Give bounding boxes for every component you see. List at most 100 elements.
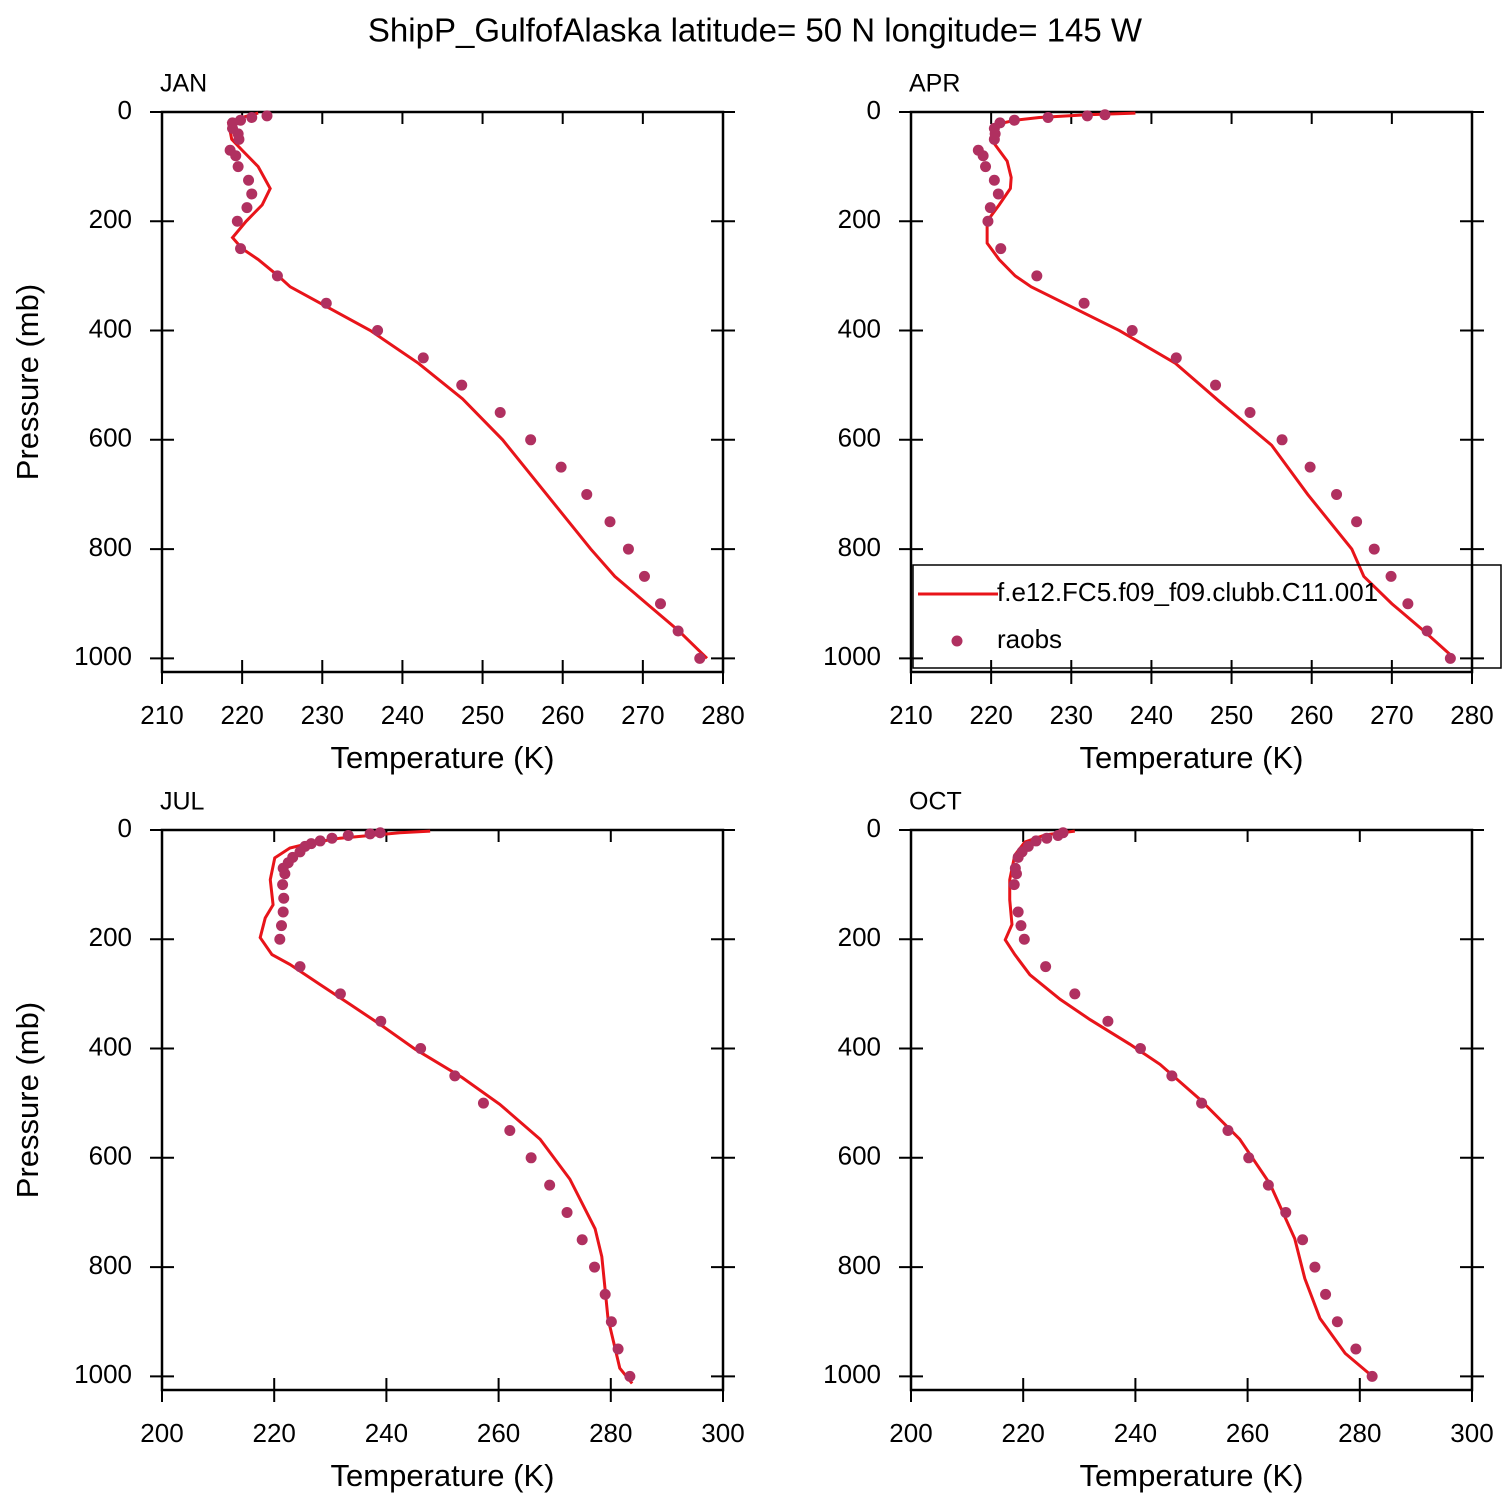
obs-point — [694, 652, 706, 664]
obs-point — [277, 879, 289, 891]
obs-point — [1196, 1097, 1208, 1109]
x-tick-label: 300 — [701, 1418, 744, 1448]
x-tick-label: 220 — [253, 1418, 296, 1448]
obs-point — [612, 1343, 624, 1355]
y-axis-label: Pressure (mb) — [10, 284, 45, 480]
obs-point — [374, 827, 386, 839]
obs-point — [261, 110, 273, 122]
obs-point — [246, 111, 258, 123]
obs-point — [1030, 835, 1042, 847]
obs-point — [1297, 1234, 1309, 1246]
obs-point — [1008, 879, 1020, 891]
obs-point — [1031, 270, 1043, 282]
panel-title: JAN — [160, 70, 207, 98]
obs-point — [277, 906, 289, 918]
y-tick-label: 1000 — [74, 641, 132, 671]
obs-point — [1052, 829, 1064, 841]
x-tick-label: 210 — [140, 700, 183, 730]
obs-point — [504, 1124, 516, 1136]
obs-point — [624, 1370, 636, 1382]
y-tick-label: 0 — [118, 95, 132, 125]
obs-point — [279, 868, 291, 880]
obs-point — [230, 150, 242, 162]
obs-point — [995, 243, 1007, 255]
x-tick-label: 230 — [301, 700, 344, 730]
y-tick-label: 200 — [838, 204, 881, 234]
obs-point — [1078, 297, 1090, 309]
plot-frame — [160, 110, 725, 674]
obs-point — [375, 1015, 387, 1027]
y-tick-label: 200 — [838, 922, 881, 952]
y-tick-label: 600 — [89, 423, 132, 453]
obs-point — [342, 829, 354, 841]
obs-point — [1351, 516, 1363, 528]
plot-frame — [160, 828, 725, 1392]
x-tick-label: 260 — [1226, 1418, 1269, 1448]
obs-point — [1170, 352, 1182, 364]
obs-point — [988, 133, 1000, 145]
figure-title: ShipP_GulfofAlaska latitude= 50 N longit… — [368, 12, 1143, 49]
obs-point — [1040, 961, 1052, 973]
y-tick-label: 400 — [838, 1031, 881, 1061]
x-tick-label: 210 — [889, 700, 932, 730]
x-tick-label: 220 — [1002, 1418, 1045, 1448]
x-tick-label: 260 — [1290, 700, 1333, 730]
obs-point — [622, 543, 634, 555]
panel-title: OCT — [909, 788, 962, 816]
obs-point — [638, 570, 650, 582]
obs-point — [544, 1179, 556, 1191]
obs-point — [1069, 988, 1081, 1000]
obs-point — [1012, 906, 1024, 918]
obs-point — [415, 1043, 427, 1055]
legend-label: f.e12.FC5.f09_f09.clubb.C11.001 — [997, 577, 1378, 607]
obs-point — [604, 516, 616, 528]
x-tick-label: 220 — [969, 700, 1012, 730]
x-tick-label: 270 — [1370, 700, 1413, 730]
legend-label: raobs — [997, 624, 1062, 654]
x-axis-label: Temperature (K) — [1080, 740, 1304, 775]
y-tick-label: 600 — [838, 1141, 881, 1171]
obs-point — [278, 892, 290, 904]
x-tick-label: 260 — [541, 700, 584, 730]
x-tick-label: 240 — [365, 1418, 408, 1448]
y-tick-label: 0 — [118, 813, 132, 843]
y-tick-label: 800 — [838, 532, 881, 562]
obs-point — [1041, 832, 1053, 844]
obs-point — [1331, 488, 1343, 500]
y-tick-label: 200 — [89, 204, 132, 234]
x-axis-label: Temperature (K) — [331, 1458, 555, 1493]
obs-point — [1276, 434, 1288, 446]
obs-point — [334, 988, 346, 1000]
obs-point — [555, 461, 567, 473]
legend-box — [912, 564, 1502, 669]
obs-point — [320, 297, 332, 309]
obs-point — [246, 188, 258, 200]
panel-title: JUL — [160, 788, 205, 816]
y-tick-label: 1000 — [823, 1359, 881, 1389]
x-axis-label: Temperature (K) — [331, 740, 555, 775]
x-tick-label: 200 — [140, 1418, 183, 1448]
obs-point — [977, 150, 989, 162]
obs-point — [1210, 379, 1222, 391]
model-line — [258, 829, 634, 1385]
obs-point — [1402, 598, 1414, 610]
obs-point — [654, 598, 666, 610]
y-tick-label: 600 — [838, 423, 881, 453]
obs-point — [1385, 570, 1397, 582]
obs-point — [1262, 1179, 1274, 1191]
y-tick-label: 200 — [89, 922, 132, 952]
obs-point — [1421, 625, 1433, 637]
obs-point — [456, 379, 468, 391]
y-axis-label: Pressure (mb) — [10, 1002, 45, 1198]
x-tick-label: 280 — [1338, 1418, 1381, 1448]
y-tick-label: 800 — [838, 1250, 881, 1280]
obs-point — [1243, 1152, 1255, 1164]
obs-point — [274, 933, 286, 945]
x-axis-label: Temperature (K) — [1080, 1458, 1304, 1493]
y-tick-label: 0 — [867, 95, 881, 125]
obs-point — [326, 832, 338, 844]
obs-point — [980, 161, 992, 173]
y-tick-label: 400 — [89, 313, 132, 343]
y-tick-label: 400 — [89, 1031, 132, 1061]
obs-point — [576, 1234, 588, 1246]
